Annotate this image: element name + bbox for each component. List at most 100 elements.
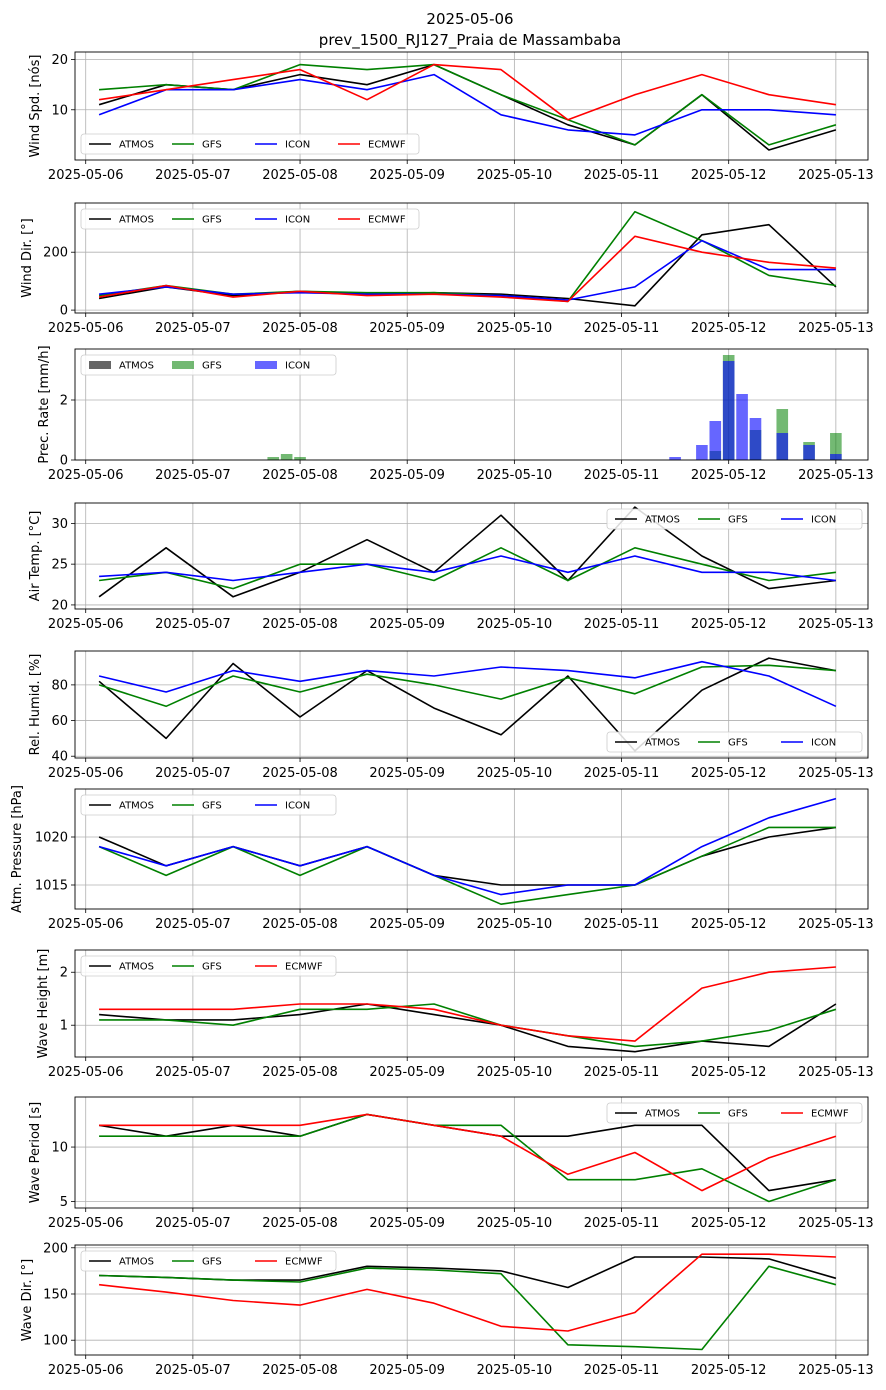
bar-icon: [776, 433, 789, 460]
x-tick-label: 2025-05-11: [584, 917, 660, 932]
x-tick-label: 2025-05-06: [48, 1065, 124, 1080]
series-line-gfs: [99, 1003, 837, 1048]
x-tick-label: 2025-05-12: [691, 617, 767, 632]
x-tick-label: 2025-05-06: [48, 1363, 124, 1378]
y-tick-label: 0: [60, 454, 68, 469]
y-tick-label: 80: [51, 678, 68, 693]
x-tick-label: 2025-05-06: [48, 766, 124, 781]
series-line-icon: [98, 73, 836, 136]
series-line-atmos: [99, 1003, 837, 1053]
series-line-gfs: [99, 63, 837, 146]
x-tick-label: 2025-05-12: [691, 321, 767, 336]
series-line-ecmwf: [99, 1113, 837, 1192]
chart-panel-3: 2025-05-06 2025-05-07 2025-05-08 2025-05-09…: [37, 345, 874, 483]
bar-icon: [722, 361, 735, 460]
legend-label-atmos: ATMOS: [119, 1257, 154, 1268]
y-tick-label: 1020: [35, 831, 68, 846]
y-tick-label: 1015: [35, 879, 68, 894]
x-tick-label: 2025-05-08: [262, 617, 338, 632]
bar-icon: [736, 394, 748, 460]
series-line-ecmwf: [98, 63, 837, 121]
y-tick-label: 2: [60, 394, 68, 409]
chart-panel-6: 2025-05-06 2025-05-07 2025-05-08 2025-05-09…: [10, 785, 874, 932]
x-tick-label: 2025-05-10: [477, 168, 553, 183]
x-tick-label: 2025-05-12: [691, 766, 767, 781]
series-line-ecmwf: [99, 966, 836, 1042]
series-line-gfs: [98, 664, 836, 708]
x-tick-label: 2025-05-11: [584, 468, 660, 483]
x-tick-label: 2025-05-13: [798, 168, 874, 183]
legend-swatch-atmos: [89, 361, 111, 369]
legend-box: [606, 731, 863, 753]
chart-panel-8: 2025-05-06 2025-05-07 2025-05-08 2025-05-09…: [28, 1096, 874, 1231]
legend-box: [80, 354, 337, 376]
x-tick-label: 2025-05-06: [48, 617, 124, 632]
y-tick-label: 10: [51, 103, 68, 118]
x-tick-label: 2025-05-09: [369, 1216, 445, 1231]
series-line-gfs: [99, 1265, 837, 1351]
y-tick-label: 0: [60, 304, 68, 319]
plot-area: [98, 797, 837, 906]
legend-label-gfs: GFS: [202, 801, 222, 812]
y-tick-label: 20: [51, 598, 68, 613]
axes-frame: [74, 502, 869, 610]
x-tick-label: 2025-05-06: [48, 1216, 124, 1231]
plot-area: [98, 1113, 837, 1203]
legend-label-icon: ICON: [285, 215, 310, 226]
legend: ATMOS GFS ICON ECMWF: [80, 208, 420, 230]
legend-swatch-gfs: [172, 361, 194, 369]
legend-label-atmos: ATMOS: [119, 140, 154, 151]
x-tick-label: 2025-05-09: [369, 168, 445, 183]
x-tick-label: 2025-05-11: [584, 1065, 660, 1080]
x-tick-label: 2025-05-08: [262, 917, 338, 932]
legend-box: [606, 1102, 863, 1124]
legend-label-ecmwf: ECMWF: [368, 140, 406, 151]
bar-icon: [803, 445, 815, 460]
x-tick-label: 2025-05-07: [155, 468, 231, 483]
legend-label-ecmwf: ECMWF: [368, 215, 406, 226]
x-tick-label: 2025-05-06: [48, 468, 124, 483]
y-axis-label: Wave Dir. [°]: [20, 1259, 35, 1342]
x-tick-label: 2025-05-12: [691, 1216, 767, 1231]
x-tick-label: 2025-05-08: [262, 168, 338, 183]
legend-label-atmos: ATMOS: [119, 215, 154, 226]
y-tick-label: 20: [51, 53, 68, 68]
y-tick-label: 200: [43, 246, 68, 261]
axes-frame: [74, 1244, 869, 1356]
x-tick-label: 2025-05-09: [369, 468, 445, 483]
series-line-icon: [99, 555, 836, 582]
x-tick-label: 2025-05-06: [48, 917, 124, 932]
series-line-gfs: [99, 1113, 837, 1203]
series-line-icon: [99, 239, 836, 301]
x-tick-label: 2025-05-12: [691, 1363, 767, 1378]
x-tick-label: 2025-05-10: [477, 766, 553, 781]
series-line-ecmwf: [98, 235, 836, 303]
x-tick-label: 2025-05-10: [477, 917, 553, 932]
plot-area: [98, 63, 837, 151]
x-tick-label: 2025-05-13: [798, 1216, 874, 1231]
bar-icon: [749, 418, 762, 460]
x-tick-label: 2025-05-12: [691, 917, 767, 932]
legend-label-atmos: ATMOS: [645, 738, 680, 749]
x-tick-label: 2025-05-07: [155, 917, 231, 932]
figure-title-date: 2025-05-06: [426, 10, 513, 28]
x-tick-label: 2025-05-12: [691, 468, 767, 483]
bar-icon: [830, 454, 842, 460]
legend-box: [80, 955, 337, 977]
legend: ATMOS GFS ICON: [80, 354, 337, 376]
x-tick-label: 2025-05-10: [477, 1216, 553, 1231]
series-line-icon: [98, 797, 837, 896]
y-axis-label: Rel. Humid. [%]: [28, 654, 43, 756]
panels: 2025-05-06 2025-05-07 2025-05-08 2025-05-09…: [10, 51, 874, 1378]
axes-frame: [74, 949, 869, 1058]
x-tick-label: 2025-05-08: [262, 1065, 338, 1080]
bar-icon: [696, 445, 708, 460]
legend-label-atmos: ATMOS: [645, 1109, 680, 1120]
x-tick-label: 2025-05-07: [155, 1065, 231, 1080]
bar-gfs: [267, 457, 280, 460]
x-tick-label: 2025-05-09: [369, 1363, 445, 1378]
legend-label-icon: ICON: [811, 738, 836, 749]
chart-panel-2: 2025-05-06 2025-05-07 2025-05-08 2025-05-09…: [20, 202, 874, 336]
y-tick-label: 150: [43, 1287, 68, 1302]
x-tick-label: 2025-05-07: [155, 1216, 231, 1231]
